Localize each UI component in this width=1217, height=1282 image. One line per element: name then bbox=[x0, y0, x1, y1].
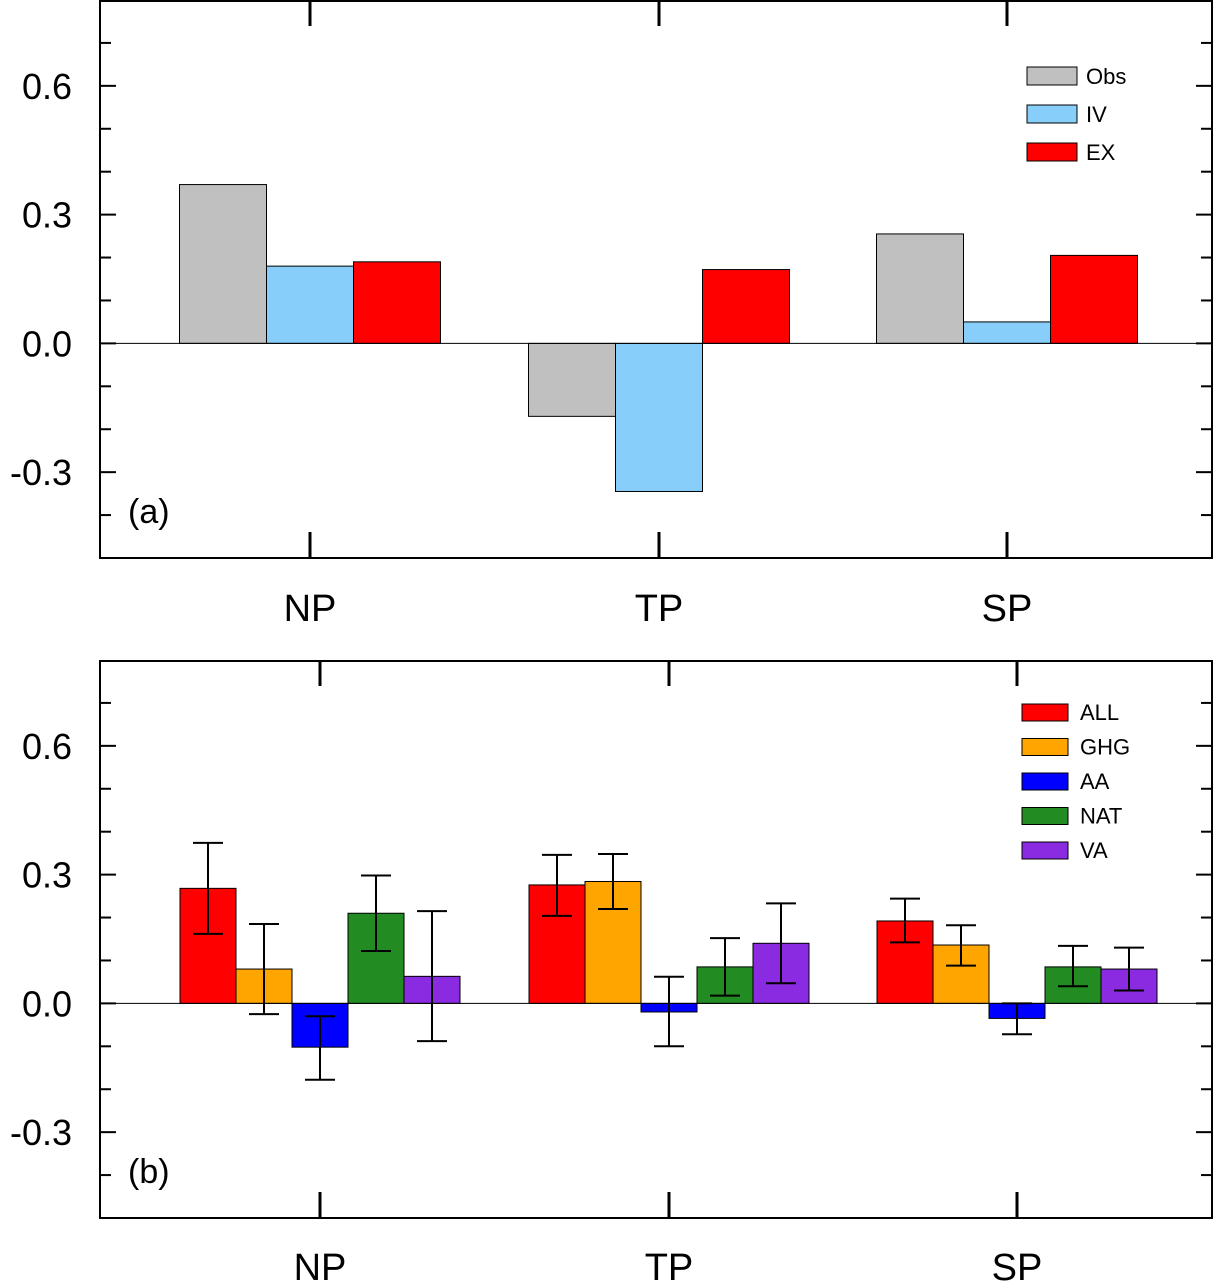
panel-a-legend-swatch-obs bbox=[1026, 66, 1078, 86]
panel-a-bar-obs-tp bbox=[528, 342, 616, 417]
panel-a-legend-swatch-ex bbox=[1026, 142, 1078, 162]
panel-a-category-label-tp: TP bbox=[635, 588, 684, 630]
panel-a-bar-iv-tp bbox=[615, 342, 703, 492]
panel-a-ytick-label: 0.0 bbox=[22, 323, 72, 364]
panel-b-tag-label: (b) bbox=[128, 1153, 170, 1191]
panel-b-legend-label-all: ALL bbox=[1080, 700, 1119, 725]
panel-b-legend-swatch-all bbox=[1021, 703, 1069, 722]
panel-b-legend-swatch-nat bbox=[1021, 807, 1069, 825]
panel-b-legend-label-nat: NAT bbox=[1080, 804, 1122, 829]
panel-b-legend-swatch-va bbox=[1021, 841, 1069, 860]
panel-a-category-label-np: NP bbox=[284, 588, 337, 630]
panel-a-category-label-sp: SP bbox=[982, 588, 1033, 630]
panel-a-chart: -0.3 0.0 0.3 0.6 (a) NP TP SP Obs IV EX bbox=[10, 0, 1213, 630]
panel-a-legend-swatch-iv bbox=[1026, 104, 1078, 124]
panel-b-category-label-tp: TP bbox=[645, 1247, 694, 1282]
panel-b-plot-frame bbox=[99, 660, 1213, 1219]
panel-a-plot-frame bbox=[99, 0, 1213, 559]
panel-a-bar-iv-np bbox=[266, 265, 354, 344]
panel-a-legend-label-ex: EX bbox=[1086, 140, 1116, 165]
panel-a-tag-label: (a) bbox=[128, 493, 170, 531]
panel-a-legend-label-iv: IV bbox=[1086, 102, 1107, 127]
panel-a-bar-ex-tp bbox=[702, 269, 790, 344]
panel-b-legend-label-aa: AA bbox=[1080, 769, 1110, 794]
panel-a-bar-obs-sp bbox=[876, 233, 964, 344]
panel-b-ytick-label: -0.3 bbox=[10, 1112, 72, 1153]
panel-a-legend: Obs IV EX bbox=[1026, 64, 1126, 165]
panel-b-ytick-label: 0.6 bbox=[22, 726, 72, 767]
panel-b-category-label-np: NP bbox=[294, 1247, 347, 1282]
panel-b-legend-swatch-aa bbox=[1021, 772, 1069, 791]
panel-a-bar-ex-np bbox=[353, 261, 441, 344]
panel-a-bar-iv-sp bbox=[963, 321, 1051, 344]
panel-a-ytick-label: 0.6 bbox=[22, 66, 72, 107]
panel-b-chart: -0.3 0.0 0.3 0.6 (b) NP TP SP ALL GHG AA NAT VA bbox=[10, 660, 1213, 1282]
panel-a-ytick-label: -0.3 bbox=[10, 452, 72, 493]
panel-b-legend-label-va: VA bbox=[1080, 838, 1108, 863]
panel-a-ytick-label: 0.3 bbox=[22, 195, 72, 236]
panel-b-legend-label-ghg: GHG bbox=[1080, 735, 1130, 760]
panel-a-legend-label-obs: Obs bbox=[1086, 64, 1126, 89]
panel-b-ytick-label: 0.0 bbox=[22, 983, 72, 1024]
panel-a-bar-ex-sp bbox=[1050, 254, 1138, 344]
panel-b-category-label-sp: SP bbox=[992, 1247, 1043, 1282]
panel-b-legend-swatch-ghg bbox=[1021, 738, 1069, 756]
panel-b-legend: ALL GHG AA NAT VA bbox=[1021, 700, 1130, 863]
panel-a-bar-obs-np bbox=[179, 184, 267, 344]
panel-b-ytick-label: 0.3 bbox=[22, 855, 72, 896]
